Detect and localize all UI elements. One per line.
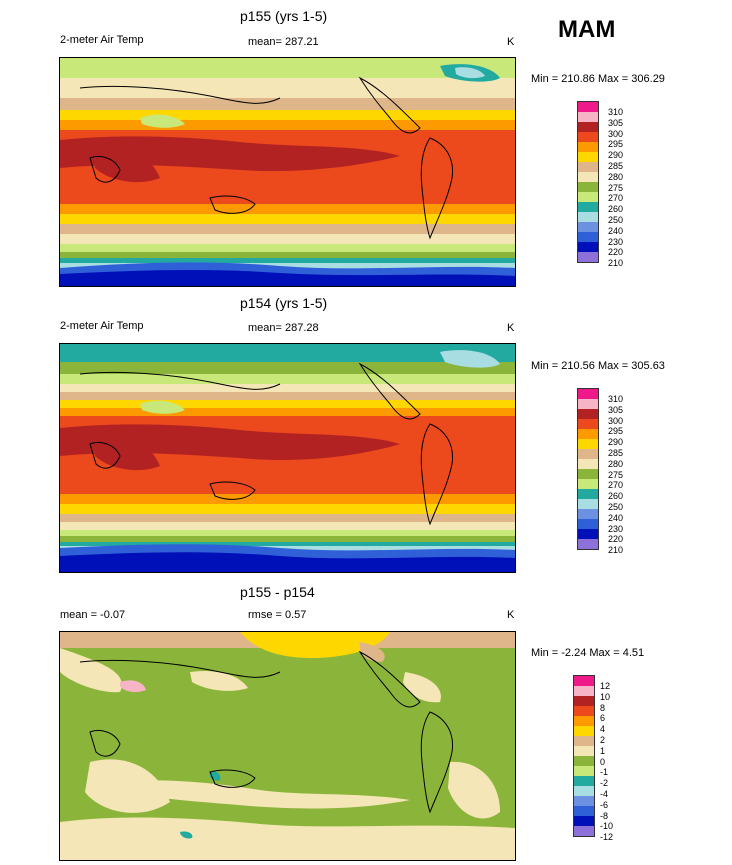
panel1-legend-colorbar	[577, 101, 599, 263]
legend-label: 300	[608, 128, 624, 139]
legend-label: 300	[608, 415, 624, 426]
panel1-legend-labels: 310 305 300 295 290 285 280 275 270 260 …	[608, 107, 623, 269]
legend-label: 220	[608, 534, 624, 545]
legend-label: 285	[608, 447, 624, 458]
legend-label: 270	[608, 193, 624, 204]
legend-label: 240	[608, 225, 624, 236]
panel2-title: p154 (yrs 1-5)	[240, 295, 328, 311]
legend-label: 305	[608, 117, 624, 128]
legend-label: 10	[600, 691, 611, 702]
legend-label: 285	[608, 160, 624, 171]
panel2-minmax-label: Min = 210.56 Max = 305.63	[531, 360, 665, 372]
panel2-units-label: K	[507, 322, 515, 334]
panel1-minmax-label: Min = 210.86 Max = 306.29	[531, 73, 665, 85]
legend-label: 260	[608, 204, 624, 215]
panel2-mean-label: mean= 287.28	[248, 322, 319, 334]
legend-label: 230	[608, 523, 624, 534]
legend-label: -10	[600, 821, 614, 832]
panel1-units-label: K	[507, 36, 515, 48]
legend-label: 220	[608, 247, 624, 258]
legend-label: 0	[600, 756, 606, 767]
legend-label: 280	[608, 458, 624, 469]
legend-label: -8	[600, 810, 609, 821]
panel2-legend-colorbar	[577, 388, 599, 550]
panel2-variable-label: 2-meter Air Temp	[60, 320, 144, 332]
legend-label: 210	[608, 258, 624, 269]
legend-label: -12	[600, 832, 614, 843]
panel2-map	[59, 343, 516, 573]
panel3-units-label: K	[507, 609, 515, 621]
legend-label: 295	[608, 426, 624, 437]
legend-label: 240	[608, 512, 624, 523]
panel3-mean-label: mean = -0.07	[60, 609, 126, 621]
legend-label: 8	[600, 702, 606, 713]
legend-label: -2	[600, 778, 609, 789]
legend-label: 210	[608, 545, 624, 556]
legend-label: -4	[600, 788, 609, 799]
panel3-legend-labels: 12 10 8 6 4 2 1 0 -1 -2 -4 -6 -8 -10 -12	[600, 681, 613, 843]
legend-label: 2	[600, 734, 606, 745]
legend-label: 230	[608, 236, 624, 247]
legend-label: 295	[608, 139, 624, 150]
panel3-minmax-label: Min = -2.24 Max = 4.51	[531, 647, 645, 659]
panel1-map	[59, 57, 516, 287]
legend-label: 12	[600, 681, 611, 691]
legend-label: 310	[608, 394, 624, 404]
legend-label: 1	[600, 745, 606, 756]
panel1-variable-label: 2-meter Air Temp	[60, 34, 144, 46]
legend-label: -6	[600, 799, 609, 810]
legend-label: 250	[608, 501, 624, 512]
legend-label: 280	[608, 171, 624, 182]
panel3-title: p155 - p154	[240, 584, 315, 600]
legend-label: 305	[608, 404, 624, 415]
panel3-rmse-label: rmse = 0.57	[248, 609, 307, 621]
legend-label: 260	[608, 491, 624, 502]
legend-label: 270	[608, 480, 624, 491]
legend-label: 275	[608, 469, 624, 480]
legend-label: 290	[608, 437, 624, 448]
legend-label: 6	[600, 713, 606, 724]
panel2-legend-labels: 310 305 300 295 290 285 280 275 270 260 …	[608, 394, 623, 556]
legend-label: 275	[608, 182, 624, 193]
legend-label: -1	[600, 767, 609, 778]
panel3-legend-colorbar	[573, 675, 595, 837]
legend-label: 290	[608, 150, 624, 161]
panel3-map	[59, 631, 516, 861]
legend-label: 4	[600, 724, 606, 735]
legend-label: 250	[608, 214, 624, 225]
season-title: MAM	[558, 16, 616, 43]
panel1-title: p155 (yrs 1-5)	[240, 8, 328, 24]
panel1-mean-label: mean= 287.21	[248, 36, 319, 48]
legend-label: 310	[608, 107, 624, 117]
